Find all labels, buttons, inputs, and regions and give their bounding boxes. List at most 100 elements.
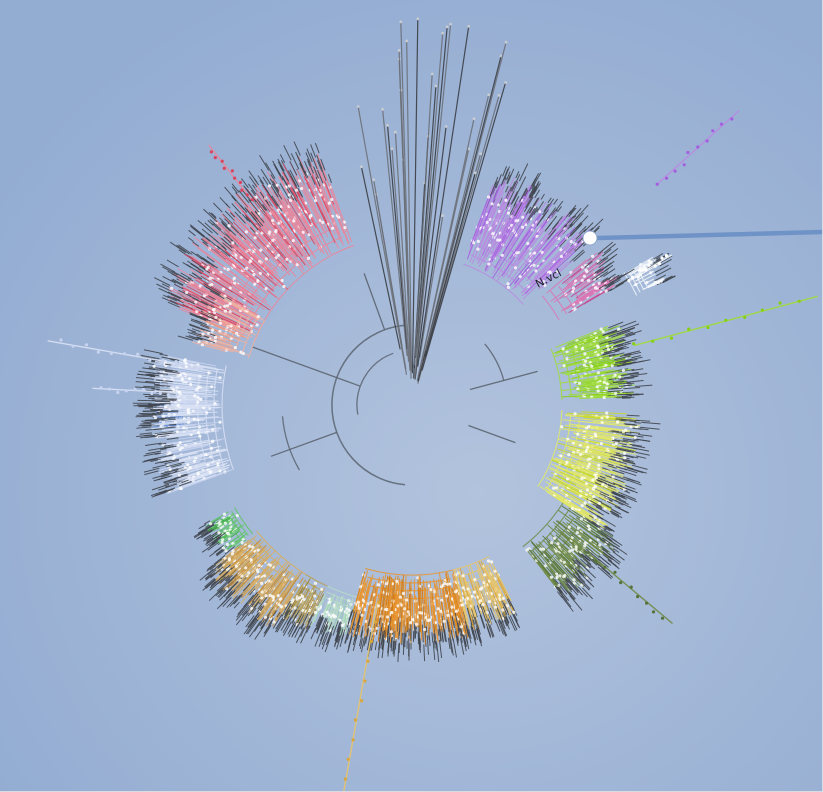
- clade-branch: [560, 357, 602, 369]
- clade-tip-shadow: [274, 166, 281, 176]
- pointer-callout[interactable]: [582, 229, 823, 246]
- internal-node: [591, 254, 595, 258]
- clade-branch: [255, 222, 289, 261]
- internal-node: [195, 388, 199, 392]
- clade-branch: [555, 523, 585, 548]
- clade-branch: [510, 219, 528, 247]
- clade-branch: [206, 244, 257, 285]
- clade-branch: [317, 181, 341, 235]
- clade-tip-shadow: [438, 624, 442, 642]
- clade-branch: [547, 524, 585, 558]
- clade-tip-shadow: [607, 390, 624, 393]
- clade-branch: [299, 196, 332, 255]
- clade-arc: [326, 591, 354, 603]
- clade-tip-shadow: [235, 610, 248, 626]
- clade-branch: [322, 170, 347, 233]
- clade-tip-shadow: [163, 478, 177, 484]
- clade-tip-shadow: [153, 428, 162, 430]
- clade-tip-shadow: [614, 346, 630, 352]
- clade-tip-shadow: [268, 201, 273, 207]
- clade-branch: [568, 368, 632, 380]
- clade-tip-shadow: [224, 210, 235, 222]
- internal-node: [440, 585, 444, 589]
- clade-branch: [389, 604, 395, 643]
- clade-tip-shadow: [203, 520, 211, 525]
- clade-branch: [177, 372, 202, 377]
- internal-node: [253, 282, 257, 286]
- clade-tip-shadow: [611, 492, 627, 500]
- clade-branch: [162, 354, 216, 367]
- clade-tip-shadow: [602, 346, 612, 351]
- clade-tip-shadow: [203, 531, 219, 542]
- clade-branch: [564, 517, 599, 543]
- internal-node: [566, 477, 570, 481]
- clade-branch: [578, 448, 610, 458]
- clade-tip-shadow: [244, 214, 259, 231]
- clade-tip-shadow: [334, 625, 341, 642]
- clade-branch: [153, 406, 221, 409]
- clade-tip-shadow: [274, 618, 284, 633]
- internal-node: [562, 364, 566, 368]
- internal-node: [204, 453, 208, 457]
- clade-tip-shadow: [164, 370, 180, 374]
- internal-node: [295, 188, 299, 192]
- clade-tip-shadow: [584, 554, 598, 566]
- internal-node: [595, 344, 600, 348]
- clade-tip-shadow: [517, 176, 527, 193]
- clade-tip-shadow: [200, 296, 215, 305]
- clade-branch: [219, 294, 263, 320]
- outlier-node: [174, 360, 178, 364]
- clade-tip-shadow: [180, 272, 192, 280]
- internal-node: [580, 347, 585, 351]
- clade-branch: [565, 354, 609, 367]
- clade-tip-shadow: [626, 414, 640, 417]
- internal-node: [277, 603, 281, 607]
- internal-node: [405, 598, 409, 602]
- selected-node-marker[interactable]: [582, 230, 598, 246]
- clade-tip-shadow: [176, 244, 190, 255]
- internal-node: [576, 387, 580, 391]
- clade-tip-shadow: [623, 384, 633, 387]
- clade-tip-shadow: [187, 300, 196, 305]
- clade-tip-shadow: [609, 510, 623, 519]
- clade-tip-shadow: [231, 186, 238, 194]
- clade-pink: [153, 141, 355, 342]
- clade-branch: [214, 300, 250, 320]
- clade-branch: [155, 376, 193, 382]
- clade-tip-shadow: [229, 212, 236, 218]
- internal-node: [347, 608, 351, 612]
- internal-node: [439, 609, 443, 613]
- clade-branch: [169, 411, 218, 415]
- clade-branch: [481, 198, 507, 251]
- internal-node: [230, 552, 234, 556]
- clade-tip-shadow: [605, 525, 613, 531]
- internal-node: [313, 594, 317, 598]
- clade-tip-shadow: [621, 434, 637, 438]
- clade-tip-shadow: [564, 567, 579, 582]
- clade-branch: [158, 451, 197, 462]
- internal-node: [554, 549, 559, 553]
- outlier-node: [360, 699, 364, 703]
- clade-branch: [227, 223, 267, 262]
- internal-node: [571, 548, 575, 552]
- clade-tip-shadow: [392, 637, 395, 655]
- internal-node: [295, 597, 299, 601]
- outlier-node: [238, 180, 243, 184]
- internal-node: [271, 594, 275, 598]
- clade-tip-shadow: [489, 607, 497, 623]
- clade-tip-shadow: [347, 636, 353, 654]
- clade-tip-shadow: [284, 604, 292, 615]
- outlier-node: [96, 350, 100, 354]
- clade-tip-shadow: [454, 612, 460, 631]
- clade-tip-shadow: [202, 257, 218, 269]
- clade-branch: [192, 341, 226, 352]
- clade-tip-shadow: [615, 452, 634, 459]
- clade-tip-shadow: [460, 638, 465, 655]
- internal-node: [580, 504, 584, 508]
- clade-branch: [580, 371, 606, 377]
- gray-branch: [425, 42, 507, 352]
- internal-node: [296, 583, 301, 587]
